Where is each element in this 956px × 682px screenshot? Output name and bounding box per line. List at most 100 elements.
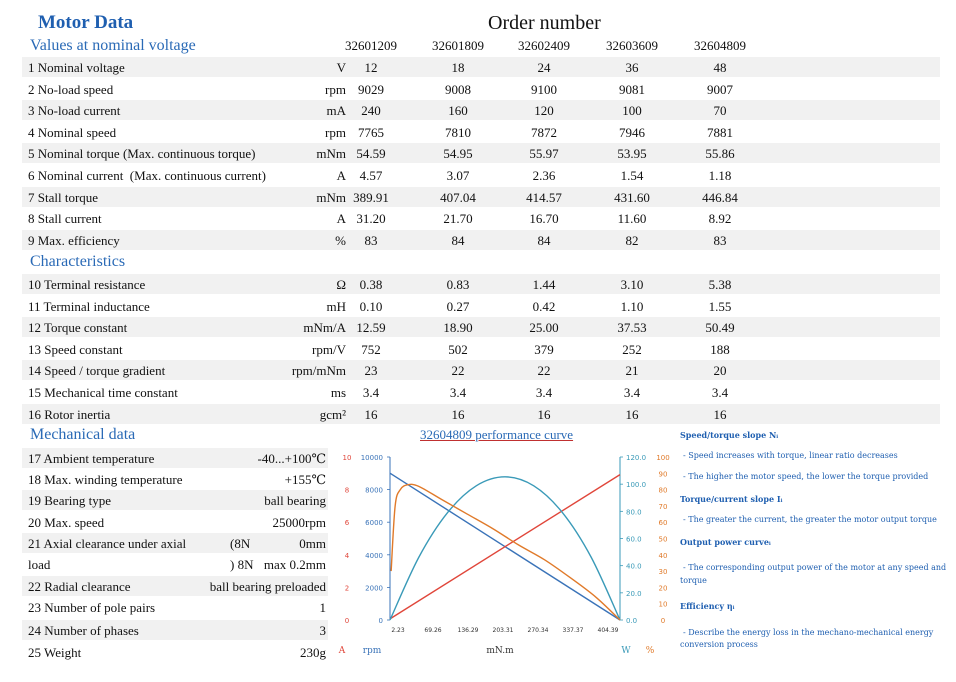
row-value: 0mm [299, 536, 326, 551]
row-value: 0.42 [532, 298, 556, 314]
table-row: 14 Speed / torque gradient rpm/mNm 23 22 22 2… [22, 360, 940, 381]
mechanical-row: 25 Weight 230g [22, 642, 328, 662]
legend-heading: Speed/torque slope Nᵢ [680, 430, 779, 440]
current-tick-label: 8 [345, 487, 349, 495]
row-value: 84 [537, 232, 551, 248]
row-value: 0.83 [446, 277, 470, 292]
row-value: 84 [451, 232, 465, 248]
table-row: 5 Nominal torque (Max. continuous torque… [22, 143, 940, 164]
row-value: 20 [713, 363, 727, 379]
row-unit: V [336, 60, 346, 75]
row-value: max 0.2mm [263, 557, 326, 572]
efficiency-tick-label: 90 [659, 470, 668, 478]
row-label: 15 Mechanical time constant [28, 385, 178, 400]
row-unit: mA [326, 103, 347, 119]
table-row: 6 Nominal current (Max. continuous curre… [22, 165, 940, 185]
row-value: 83 [364, 232, 378, 248]
row-unit: mNm/A [303, 320, 346, 336]
row-value: 21 [625, 363, 639, 379]
row-value: 431.60 [614, 189, 650, 205]
table-row: 15 Mechanical time constant ms 3.4 3.4 3.4 3.… [22, 382, 940, 402]
mechanical-row: 24 Number of phases 3 [22, 620, 328, 640]
current-tick-label: 0 [345, 617, 349, 625]
row-unit: mNm [316, 189, 346, 205]
row-label: 24 Number of phases [28, 623, 139, 638]
efficiency-tick-label: 70 [659, 503, 668, 511]
row-condition: ) 8N [230, 557, 254, 572]
row-label: 23 Number of pole pairs [28, 600, 156, 615]
row-label: 11 Terminal inductance [28, 298, 150, 314]
row-label: 1 Nominal voltage [28, 60, 125, 75]
x-tick-label: 404.39 [598, 627, 619, 634]
legend-heading: Efficiency ηᵢ [680, 601, 735, 611]
row-unit: ms [330, 385, 346, 400]
row-value: 22 [451, 363, 465, 379]
table-row: 4 Nominal speed rpm 7765 7810 7872 7946 7881 [22, 121, 940, 142]
row-value: 3.4 [362, 385, 380, 400]
row-value: 18 [451, 60, 465, 75]
row-value: 31.20 [356, 211, 386, 227]
table-row: 11 Terminal inductance mH 0.10 0.27 0.42 1.10… [22, 295, 940, 316]
row-value: 36 [625, 60, 639, 75]
table-row: 3 No-load current mA 240 160 120 100 70 [22, 100, 940, 121]
performance-chart: 024681002000400060008000100000.020.040.0… [338, 454, 670, 656]
x-tick-label: 270.34 [528, 627, 549, 634]
legend-heading: Output power curveᵢ [680, 537, 771, 547]
row-value: 16 [537, 406, 551, 422]
row-unit: rpm/mNm [291, 363, 346, 379]
efficiency-tick-label: 20 [659, 584, 668, 592]
row-value: ball bearing [264, 493, 326, 508]
mechanical-row: 23 Number of pole pairs 1 [22, 597, 328, 617]
row-value: 16 [451, 406, 465, 422]
x-tick-label: 203.31 [493, 627, 514, 634]
efficiency-tick-label: 50 [659, 536, 668, 544]
speed-tick-label: 8000 [365, 487, 383, 495]
mechanical-row: 19 Bearing type ball bearing [22, 490, 328, 510]
efficiency-tick-label: 40 [659, 552, 668, 560]
row-value: 752 [361, 341, 381, 357]
row-label: 6 Nominal current (Max. continuous curre… [28, 168, 266, 183]
row-value: ball bearing preloaded [209, 579, 326, 594]
row-value: 55.86 [705, 146, 735, 162]
row-value: 9008 [445, 81, 471, 97]
current-tick-label: 2 [345, 584, 349, 592]
row-label: 10 Terminal resistance [28, 277, 146, 292]
row-unit: A [336, 211, 346, 227]
row-label: 8 Stall current [28, 211, 102, 227]
row-value: 48 [713, 60, 727, 75]
table-row: 10 Terminal resistance Ω 0.38 0.83 1.44 3.10 5… [22, 274, 940, 294]
row-value: 9100 [531, 81, 557, 97]
speed-tick-label: 4000 [365, 552, 383, 560]
row-label: load [28, 557, 51, 572]
row-label: 18 Max. winding temperature [28, 472, 183, 487]
row-value: 16.70 [529, 211, 559, 227]
row-value: 37.53 [617, 320, 647, 336]
row-value: 11.60 [617, 211, 647, 227]
chart-title: 32604809 performance curve [420, 427, 574, 442]
row-value: 407.04 [440, 189, 476, 205]
row-value: 9081 [619, 81, 645, 97]
legend-note: - The greater the current, the greater t… [683, 515, 937, 524]
table-row: 16 Rotor inertia gcm² 16 16 16 16 16 [22, 403, 940, 424]
row-value: -40...+100℃ [257, 451, 326, 466]
row-value: 12 [364, 60, 378, 75]
efficiency-axis-unit: % [646, 646, 655, 656]
row-condition: (8N [230, 536, 251, 551]
row-value: 54.59 [356, 146, 386, 162]
row-unit: gcm² [319, 406, 346, 422]
efficiency-tick-label: 100 [656, 454, 669, 462]
row-value: 7872 [531, 124, 557, 140]
row-value: 0.38 [359, 277, 383, 292]
row-label: 2 No-load speed [28, 81, 114, 97]
legend-note: - Describe the energy loss in the mechan… [683, 628, 934, 637]
row-label: 20 Max. speed [28, 515, 105, 530]
table-row: 2 No-load speed rpm 9029 9008 9100 9081 9007 [22, 78, 940, 99]
row-unit: % [335, 232, 346, 248]
row-value: 3 [319, 623, 327, 638]
row-value: 18.90 [443, 320, 473, 336]
section-nominal: Values at nominal voltage [30, 37, 196, 54]
row-value: 120 [534, 103, 554, 119]
row-value: 0.10 [359, 298, 383, 314]
row-value: 4.57 [359, 168, 383, 183]
row-label: 17 Ambient temperature [28, 451, 155, 466]
